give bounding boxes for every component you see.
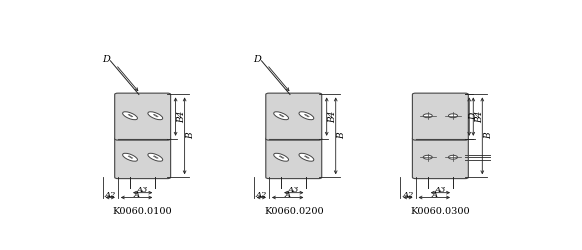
Text: B: B <box>484 132 493 139</box>
Text: K0060.0300: K0060.0300 <box>410 208 470 216</box>
Text: A3: A3 <box>288 186 300 194</box>
Circle shape <box>449 114 457 118</box>
Text: A2: A2 <box>105 190 116 198</box>
FancyBboxPatch shape <box>266 138 322 178</box>
Ellipse shape <box>299 112 314 120</box>
Text: A: A <box>285 190 290 198</box>
Text: A3: A3 <box>435 186 446 194</box>
Text: A: A <box>431 190 437 198</box>
Circle shape <box>423 155 432 159</box>
Text: B4: B4 <box>475 110 484 123</box>
Text: D: D <box>469 113 478 120</box>
FancyBboxPatch shape <box>413 93 469 140</box>
Text: D: D <box>253 55 261 64</box>
FancyBboxPatch shape <box>115 138 171 178</box>
Ellipse shape <box>274 112 289 120</box>
Text: B: B <box>337 132 346 139</box>
Text: A2: A2 <box>255 190 267 198</box>
Text: B4: B4 <box>177 110 186 123</box>
Text: K0060.0200: K0060.0200 <box>264 208 324 216</box>
Text: B: B <box>186 132 195 139</box>
Ellipse shape <box>123 112 137 120</box>
FancyBboxPatch shape <box>266 93 322 140</box>
Text: B4: B4 <box>328 110 337 123</box>
Circle shape <box>423 114 432 118</box>
Text: K0060.0100: K0060.0100 <box>113 208 172 216</box>
Circle shape <box>449 155 457 159</box>
Text: A2: A2 <box>402 190 414 198</box>
Ellipse shape <box>148 112 163 120</box>
FancyBboxPatch shape <box>115 93 171 140</box>
Ellipse shape <box>148 153 163 161</box>
Text: D: D <box>102 55 110 64</box>
Ellipse shape <box>274 153 289 161</box>
Ellipse shape <box>123 153 137 161</box>
Ellipse shape <box>299 153 314 161</box>
Text: A: A <box>134 190 140 198</box>
Text: A3: A3 <box>137 186 148 194</box>
FancyBboxPatch shape <box>413 138 469 178</box>
